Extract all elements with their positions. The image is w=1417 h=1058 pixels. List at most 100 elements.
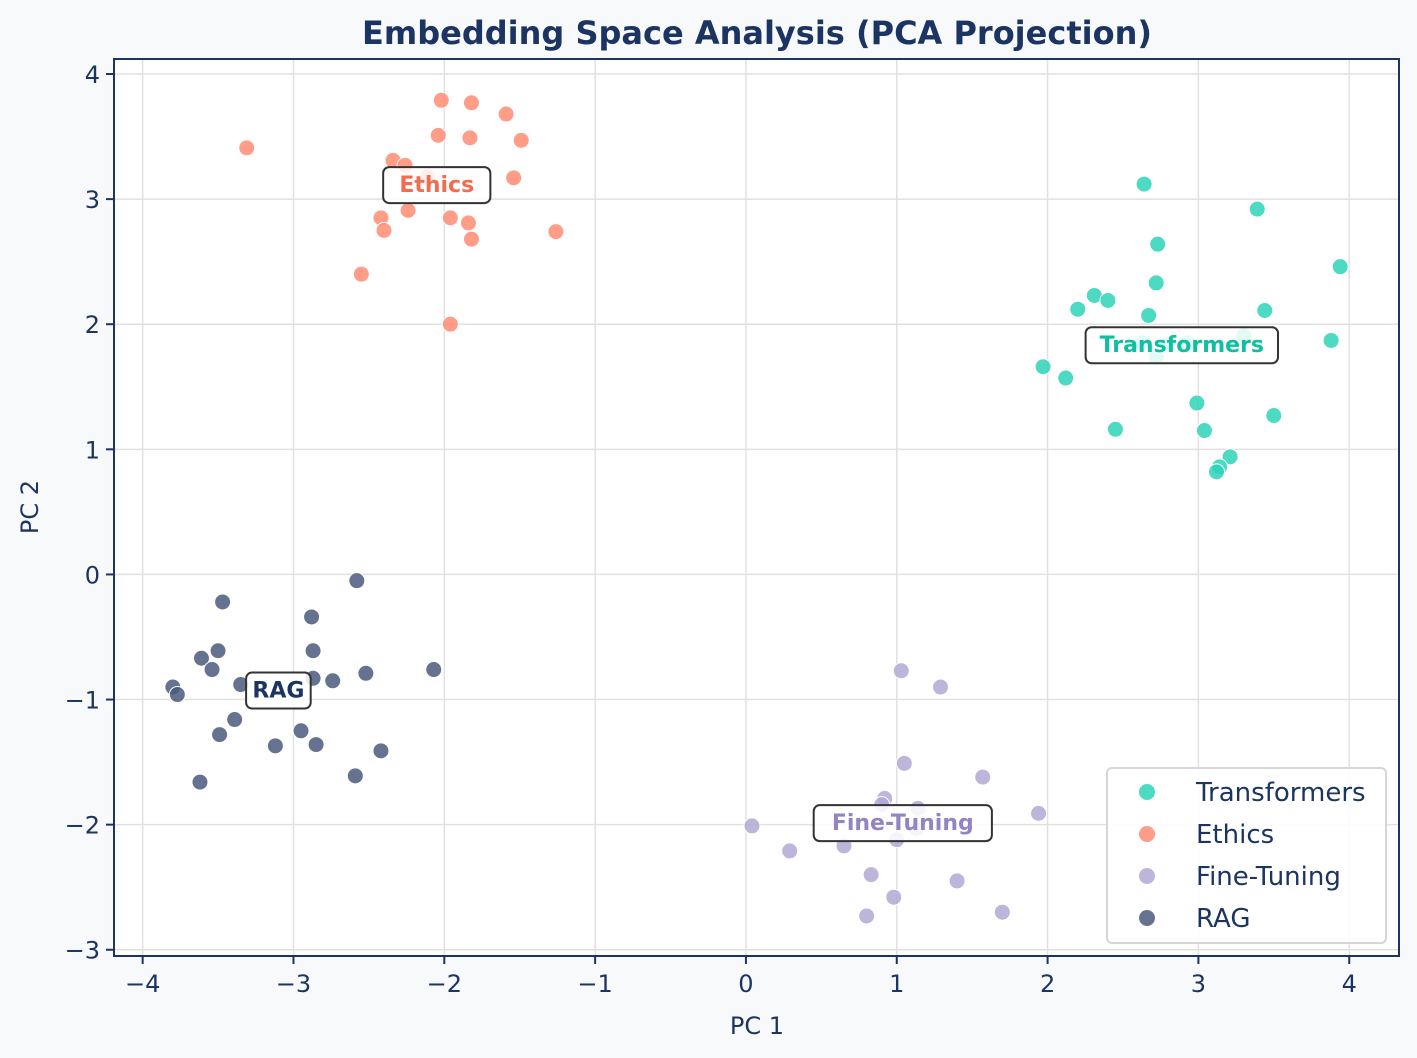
legend-item: RAG: [1139, 904, 1251, 934]
data-point: [462, 94, 480, 112]
data-point: [892, 662, 910, 680]
y-tick-label: 2: [85, 311, 100, 339]
x-tick-label: −3: [276, 970, 311, 998]
data-point: [461, 129, 479, 147]
data-point: [191, 773, 209, 791]
data-point: [346, 767, 364, 785]
data-point: [781, 842, 799, 860]
x-tick-label: −2: [427, 970, 462, 998]
legend-label: Transformers: [1195, 778, 1366, 808]
data-point: [1149, 235, 1167, 253]
legend-marker: [1139, 784, 1155, 800]
legend: Transformers Ethics Fine-Tuning RAG: [1106, 767, 1387, 944]
legend-box: [1106, 767, 1387, 944]
data-point: [226, 711, 244, 729]
data-point: [425, 661, 443, 679]
data-point: [266, 737, 284, 755]
data-point: [1256, 301, 1274, 319]
data-point: [307, 736, 325, 754]
x-axis-ticks: −4 −3 −2 −1 0 1 2 3 4: [125, 956, 1357, 998]
legend-item: Ethics: [1139, 820, 1274, 850]
x-tick-label: 1: [889, 970, 904, 998]
data-point: [375, 221, 393, 239]
data-point: [1248, 200, 1266, 218]
cluster-labels: Transformers Ethics Fine-Tuning RAG: [245, 166, 1280, 843]
data-point: [238, 139, 256, 157]
data-point: [505, 169, 523, 187]
legend-marker: [1139, 826, 1155, 842]
y-tick-label: −3: [65, 937, 100, 965]
cluster-label-box: [245, 671, 312, 710]
data-point: [862, 866, 880, 884]
x-axis-label: PC 1: [730, 1012, 784, 1040]
data-point: [459, 214, 477, 232]
data-point: [441, 315, 459, 333]
data-point: [932, 678, 950, 696]
data-point: [1322, 331, 1340, 349]
data-point: [512, 131, 530, 149]
data-point: [441, 209, 459, 227]
data-point: [1099, 291, 1117, 309]
data-point: [192, 649, 210, 667]
y-tick-label: 3: [85, 186, 100, 214]
y-tick-label: −2: [65, 812, 100, 840]
cluster-label-box: [812, 804, 993, 843]
data-point: [432, 91, 450, 109]
x-tick-label: −4: [125, 970, 160, 998]
data-point: [895, 754, 913, 772]
data-point: [1140, 306, 1158, 324]
data-point: [547, 223, 565, 241]
data-point: [352, 265, 370, 283]
data-point: [1265, 407, 1283, 425]
data-point: [399, 201, 417, 219]
data-point: [211, 726, 229, 744]
data-point: [1034, 358, 1052, 376]
cluster-label-transformers: Transformers: [1084, 326, 1280, 365]
data-point: [497, 105, 515, 123]
series-rag: [164, 572, 443, 791]
data-point: [168, 686, 186, 704]
cluster-label-box: [382, 166, 492, 205]
data-point: [948, 872, 966, 890]
data-point: [348, 572, 366, 590]
data-point: [1057, 369, 1075, 387]
data-point: [1331, 258, 1349, 276]
cluster-label-text: Transformers: [1100, 333, 1264, 358]
cluster-label-text: RAG: [252, 679, 304, 704]
data-point: [974, 768, 992, 786]
x-tick-label: 4: [1342, 970, 1357, 998]
cluster-label-ethics: Ethics: [382, 166, 492, 205]
cluster-label-fine-tuning: Fine-Tuning: [812, 804, 993, 843]
data-point: [993, 903, 1011, 921]
y-axis-label: PC 2: [16, 480, 44, 534]
data-point: [372, 742, 390, 760]
data-point: [214, 593, 232, 611]
plot-frame: [113, 58, 1400, 957]
legend-item: Fine-Tuning: [1139, 862, 1341, 892]
data-point: [209, 642, 227, 660]
cluster-label-box: [1084, 326, 1280, 365]
data-point: [1208, 463, 1226, 481]
data-point: [203, 661, 221, 679]
legend-item: Transformers: [1139, 778, 1366, 808]
y-tick-label: 4: [85, 61, 100, 89]
data-point: [1069, 300, 1087, 318]
y-tick-label: −1: [65, 687, 100, 715]
data-point: [357, 664, 375, 682]
data-point: [1106, 420, 1124, 438]
y-axis-ticks: −3 −2 −1 0 1 2 3 4: [65, 61, 114, 965]
x-tick-label: −1: [577, 970, 612, 998]
legend-label: RAG: [1196, 904, 1251, 934]
cluster-label-text: Ethics: [399, 173, 474, 198]
data-point: [1188, 394, 1206, 412]
data-point: [429, 126, 447, 144]
data-point: [1195, 422, 1213, 440]
legend-label: Ethics: [1196, 820, 1274, 850]
data-points: [164, 91, 1349, 925]
y-tick-label: 1: [85, 436, 100, 464]
data-point: [462, 230, 480, 248]
data-point: [324, 672, 342, 690]
data-point: [292, 722, 310, 740]
y-tick-label: 0: [85, 561, 100, 589]
